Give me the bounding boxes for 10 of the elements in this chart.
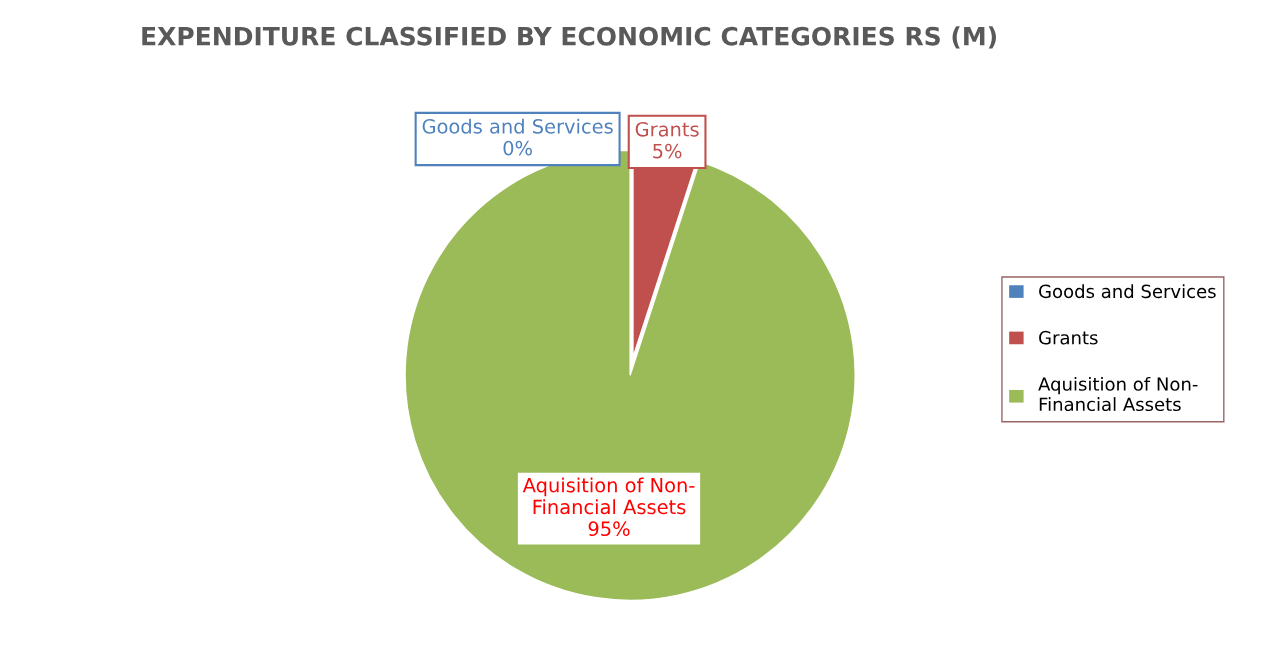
data-label: 5% xyxy=(653,143,682,159)
data-label: 95% xyxy=(588,521,630,537)
slice-label: Aquisition of Non-Financial Assets xyxy=(522,477,695,515)
slice-label: Grants xyxy=(635,121,699,137)
category-label: Goods and Services xyxy=(422,118,613,134)
legend-label: Grants xyxy=(1039,330,1098,345)
text: 0% xyxy=(503,140,532,156)
legend-label: Goods and Services xyxy=(1039,284,1216,299)
legend-label: Aquisition of Non-Financial Assets xyxy=(1038,376,1198,412)
chart-title: EXPENDITURE CLASSIFIED BY ECONOMIC CATEGORIES RS (M) xyxy=(142,26,996,49)
